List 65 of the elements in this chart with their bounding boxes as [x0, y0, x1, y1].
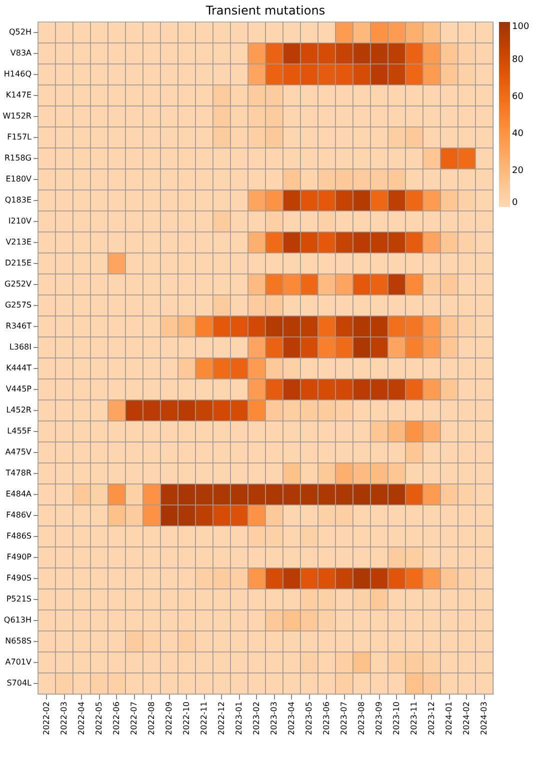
x-tick-label: 2023-07 — [339, 702, 348, 735]
x-tick-label: 2024-01 — [444, 702, 454, 735]
y-tick-label: F157L — [7, 132, 32, 142]
x-tick-label: 2023-04 — [286, 702, 296, 735]
x-tick-label: 2022-11 — [199, 702, 208, 735]
x-tick-label: 2022-06 — [112, 702, 121, 735]
color-bar-label: 80 — [512, 55, 524, 65]
y-tick-label: Q613H — [4, 616, 32, 624]
y-tick-label: K444T — [6, 364, 32, 372]
y-tick-label: E180V — [6, 174, 32, 184]
x-tick-label: 2023-06 — [322, 702, 331, 735]
x-tick-label: 2024-02 — [462, 702, 471, 735]
x-tick-label: 2024-03 — [479, 702, 488, 735]
y-tick-label: F486V — [6, 510, 32, 520]
y-tick-label: V445P — [6, 384, 32, 394]
x-tick-label: 2023-09 — [374, 702, 384, 735]
y-tick-label: A475V — [5, 448, 32, 456]
y-tick-label: W152R — [2, 112, 32, 120]
y-tick-label: Q183E — [4, 196, 32, 204]
x-tick-label: 2022-08 — [146, 702, 156, 735]
y-tick-label: F486S — [6, 532, 32, 540]
y-tick-label: S704L — [6, 678, 32, 688]
y-tick-label: I210V — [8, 216, 32, 226]
y-tick-label: L455F — [7, 426, 32, 436]
y-tick-label: K147E — [6, 90, 32, 100]
y-tick-label: R346T — [6, 322, 32, 330]
x-tick-label: 2022-02 — [42, 702, 51, 735]
y-tick-label: H146Q — [4, 70, 32, 78]
y-tick-label: V213E — [6, 238, 32, 246]
x-tick-label: 2023-08 — [356, 702, 366, 735]
chart-title: Transient mutations — [204, 4, 326, 18]
x-tick-label: 2022-03 — [59, 702, 68, 735]
x-tick-label: 2022-09 — [164, 702, 174, 735]
x-tick-label: 2023-10 — [392, 702, 401, 735]
y-tick-label: A701V — [5, 658, 32, 666]
x-tick-label: 2023-01 — [234, 702, 244, 735]
y-tick-label: R158G — [4, 154, 32, 162]
color-bar-label: 40 — [512, 129, 524, 139]
x-tick-label: 2023-02 — [252, 702, 261, 735]
x-tick-label: 2022-10 — [182, 702, 191, 735]
color-bar-label: 100 — [512, 22, 530, 32]
y-tick-label: F490S — [6, 574, 32, 582]
y-tick-label: L452R — [6, 406, 32, 414]
x-tick-label: 2022-07 — [129, 702, 138, 735]
y-tick-label: Q52H — [9, 28, 32, 36]
x-tick-label: 2022-05 — [94, 702, 104, 735]
x-tick-label: 2023-03 — [269, 702, 278, 735]
y-tick-label: P521S — [6, 594, 32, 604]
y-tick-label: T478R — [4, 468, 32, 478]
y-tick-label: L368I — [9, 342, 32, 352]
y-tick-label: G257S — [4, 300, 32, 310]
color-bar-label: 60 — [512, 92, 524, 102]
y-tick-label: V83A — [10, 48, 32, 58]
x-tick-label: 2022-04 — [76, 702, 86, 735]
y-tick-label: N658S — [5, 636, 32, 646]
y-tick-label: E484A — [6, 490, 32, 498]
color-bar-label: 0 — [512, 198, 518, 208]
y-tick-label: G252V — [4, 280, 32, 288]
x-tick-label: 2023-05 — [304, 702, 314, 735]
x-tick-label: 2023-12 — [426, 702, 436, 735]
y-tick-label: F490P — [6, 552, 32, 562]
y-tick-label: D215E — [5, 258, 32, 268]
x-tick-label: 2022-12 — [216, 702, 226, 735]
x-tick-label: 2023-11 — [409, 702, 418, 735]
color-bar-label: 20 — [512, 166, 524, 176]
